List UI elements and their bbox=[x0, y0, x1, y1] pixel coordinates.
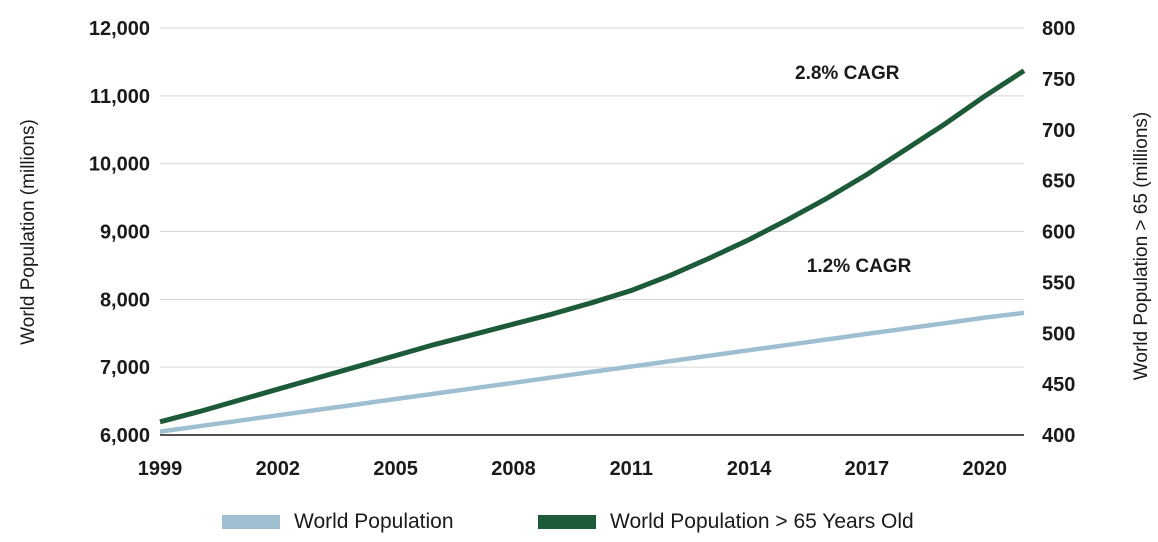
right-tick-label: 800 bbox=[1042, 18, 1075, 40]
right-tick-label: 750 bbox=[1042, 69, 1075, 91]
right-axis-ticks: 400 450 500 550 600 650 700 750 800 bbox=[1042, 18, 1075, 447]
legend-swatch-world-population bbox=[222, 515, 280, 529]
series-lines bbox=[160, 71, 1024, 432]
right-tick-label: 500 bbox=[1042, 323, 1075, 345]
right-tick-label: 550 bbox=[1042, 272, 1075, 294]
left-tick-label: 12,000 bbox=[89, 18, 150, 40]
legend-swatch-world-population-65 bbox=[538, 515, 596, 529]
legend: World Population World Population > 65 Y… bbox=[0, 510, 1158, 542]
x-tick-label: 2017 bbox=[845, 458, 890, 480]
annotations: 2.8% CAGR 1.2% CAGR bbox=[795, 63, 912, 277]
annotation-cagr-world: 1.2% CAGR bbox=[807, 256, 912, 277]
x-tick-label: 2014 bbox=[727, 458, 772, 480]
line-chart: 6,000 7,000 8,000 9,000 10,000 11,000 12,000 4… bbox=[0, 0, 1158, 510]
right-tick-label: 450 bbox=[1042, 374, 1075, 396]
legend-label-world-population: World Population bbox=[294, 510, 454, 534]
left-tick-label: 11,000 bbox=[90, 86, 150, 108]
legend-item-world-population-65: World Population > 65 Years Old bbox=[538, 510, 914, 534]
left-tick-label: 9,000 bbox=[100, 222, 150, 244]
annotation-cagr-65: 2.8% CAGR bbox=[795, 63, 900, 84]
left-tick-label: 8,000 bbox=[100, 289, 150, 311]
x-axis-ticks: 1999 2002 2005 2008 2011 2014 2017 2020 bbox=[138, 458, 1007, 480]
left-tick-label: 7,000 bbox=[100, 357, 150, 379]
x-tick-label: 2008 bbox=[491, 458, 536, 480]
legend-label-world-population-65: World Population > 65 Years Old bbox=[610, 510, 914, 534]
right-tick-label: 650 bbox=[1042, 171, 1075, 193]
right-tick-label: 700 bbox=[1042, 120, 1075, 142]
right-tick-label: 600 bbox=[1042, 222, 1075, 244]
left-tick-label: 10,000 bbox=[89, 154, 150, 176]
legend-item-world-population: World Population bbox=[222, 510, 454, 534]
x-tick-label: 2005 bbox=[373, 458, 418, 480]
left-tick-label: 6,000 bbox=[100, 425, 150, 447]
right-tick-label: 400 bbox=[1042, 425, 1075, 447]
left-axis-ticks: 6,000 7,000 8,000 9,000 10,000 11,000 12,000 bbox=[89, 18, 150, 447]
right-axis-title: World Population > 65 (millions) bbox=[1131, 112, 1152, 380]
x-tick-label: 2002 bbox=[256, 458, 301, 480]
x-tick-label: 2011 bbox=[610, 458, 653, 480]
x-tick-label: 2020 bbox=[962, 458, 1007, 480]
series-line-world-population bbox=[160, 313, 1024, 432]
x-tick-label: 1999 bbox=[138, 458, 183, 480]
series-line-world-population-65 bbox=[160, 71, 1024, 422]
left-axis-title: World Population (millions) bbox=[18, 119, 39, 345]
